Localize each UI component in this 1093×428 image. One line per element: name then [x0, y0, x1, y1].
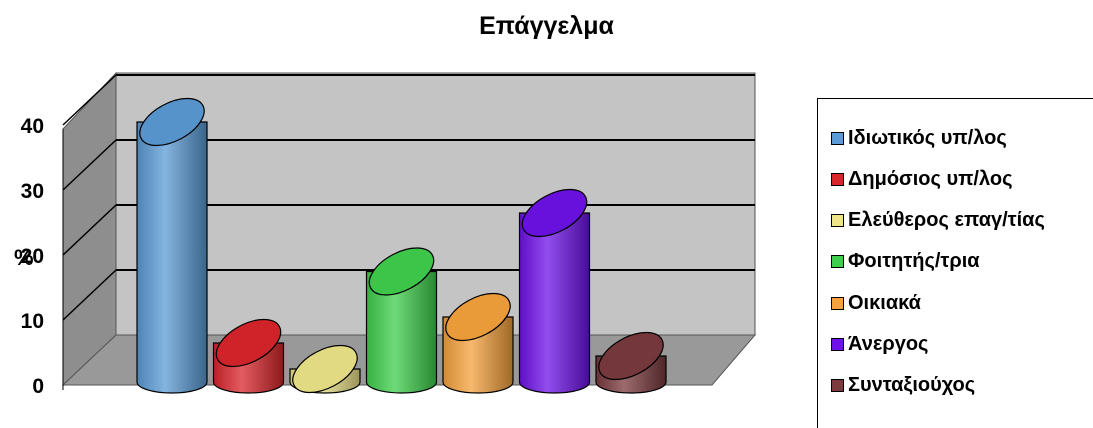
- legend-label: Οικιακά: [848, 291, 921, 314]
- bar-top: [292, 344, 358, 394]
- bar-1: [136, 97, 208, 394]
- bar-4: [365, 247, 438, 394]
- bar-top: [445, 292, 511, 342]
- y-tick-label: 20: [21, 245, 44, 268]
- legend-item: Συνταξιούχος: [831, 374, 975, 398]
- legend-label: Δημόσιος υπ/λος: [848, 167, 1013, 190]
- bar-top: [598, 331, 664, 381]
- y-tick-label: 10: [21, 310, 44, 333]
- legend-label: Άνεργος: [848, 333, 929, 355]
- legend-label: Συνταξιούχος: [848, 374, 976, 397]
- legend-swatch: [831, 131, 844, 145]
- legend-swatch: [831, 379, 844, 393]
- bar-2: [212, 318, 285, 394]
- gridline-side: [62, 74, 117, 126]
- legend-item: Φοιτητής/τρια: [831, 250, 980, 274]
- legend: Ιδιωτικός υπ/λος Δημόσιος υπ/λος Ελεύθερος…: [817, 98, 1093, 428]
- y-tick-label: 40: [21, 115, 44, 138]
- bar-7: [595, 331, 667, 394]
- y-tick-label: 30: [21, 180, 44, 203]
- legend-item: Άνεργος: [831, 333, 928, 357]
- legend-item: Ελεύθερος επαγ/τίας: [831, 209, 1045, 233]
- legend-item: Οικιακά: [831, 291, 921, 315]
- bar-top: [215, 318, 282, 368]
- legend-item: Δημόσιος υπ/λος: [831, 167, 1012, 191]
- bar-6: [518, 188, 591, 394]
- bar-top: [139, 97, 205, 147]
- legend-swatch: [831, 255, 844, 269]
- legend-swatch: [831, 172, 844, 186]
- gridline-side: [62, 269, 117, 321]
- bar-top: [368, 247, 435, 296]
- legend-item: Ιδιωτικός υπ/λος: [831, 126, 1007, 150]
- legend-label: Ιδιωτικός υπ/λος: [848, 126, 1007, 149]
- legend-label: Ελεύθερος επαγ/τίας: [848, 209, 1045, 232]
- bar-body: [518, 212, 591, 394]
- legend-label: Φοιτητής/τρια: [848, 250, 980, 273]
- chart-title: Επάγγελμα: [479, 12, 614, 40]
- bar-body: [365, 270, 438, 394]
- y-axis-label: %: [14, 245, 34, 270]
- bar-3: [289, 344, 361, 394]
- legend-swatch: [831, 214, 844, 228]
- bar-top: [521, 188, 588, 238]
- gridline-side: [62, 204, 117, 256]
- bar-5: [442, 292, 514, 394]
- y-tick-label: 0: [32, 375, 44, 398]
- gridline-side: [62, 139, 117, 191]
- legend-swatch: [831, 338, 844, 351]
- legend-swatch: [831, 296, 844, 310]
- bar-body: [136, 121, 208, 394]
